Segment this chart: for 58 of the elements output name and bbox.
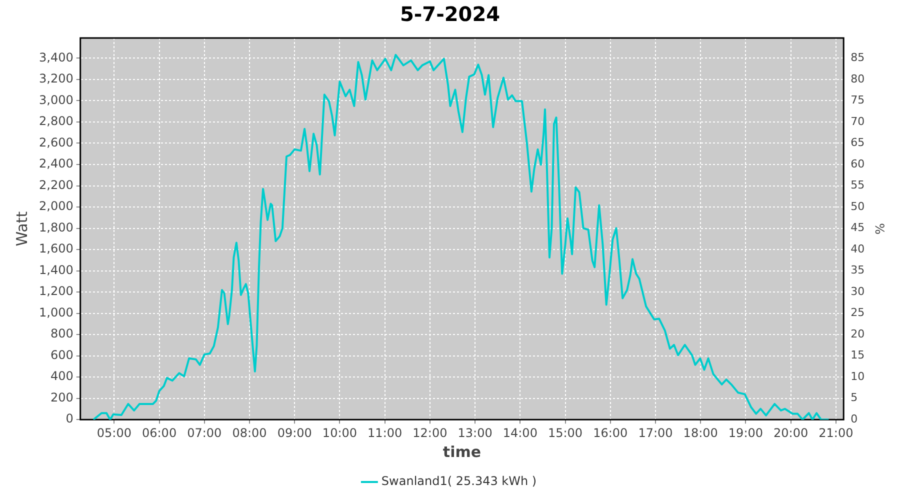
x-tick-label: 08:00 [232,426,267,440]
y-tick-label: 2,000 [38,199,74,214]
y2-tick-label: 55 [850,178,865,192]
x-tick-label: 11:00 [368,426,402,440]
y-tick-label: 1,000 [38,305,74,320]
y-tick-label: 2,200 [38,178,74,192]
x-tick-label: 17:00 [638,426,673,440]
y-tick-label: 0 [66,412,74,426]
y-tick-label: 1,800 [38,220,74,234]
y2-tick-label: 85 [850,51,865,64]
y2-tick-label: 15 [850,348,865,362]
x-tick-label: 16:00 [593,426,628,440]
x-tick-label: 07:00 [187,426,222,440]
x-tick-label: 12:00 [412,426,448,440]
x-tick-label: 20:00 [774,426,808,440]
y2-tick-label: 60 [850,157,865,170]
y2-tick-label: 30 [850,284,865,298]
x-tick-label: 14:00 [502,426,538,440]
y-tick-label: 3,000 [38,92,74,107]
y2-tick-label: 0 [850,412,858,426]
y-tick-label: 2,600 [38,135,74,150]
y-tick-label: 1,400 [38,262,74,277]
y-tick-label: 1,600 [38,242,74,256]
y2-tick-label: 25 [850,306,865,320]
y-tick-label: 800 [50,326,74,341]
y-tick-label: 400 [50,369,74,384]
y2-tick-label: 70 [850,114,865,128]
y-tick-label: 2,800 [38,114,74,128]
y-tick-label: 600 [50,348,74,362]
y-axis-title: Watt [12,211,31,246]
y2-tick-label: 40 [850,242,865,256]
y2-tick-label: 45 [850,221,865,234]
y2-axis-title: % [872,223,887,235]
y-tick-label: 2,400 [38,156,74,171]
x-tick-label: 19:00 [728,426,764,440]
x-tick-label: 05:00 [96,426,132,440]
y2-tick-label: 50 [850,200,865,213]
legend-label: Swanland1( 25.343 kWh ) [381,474,537,488]
y2-tick-label: 10 [850,370,865,383]
y2-tick-label: 5 [850,391,858,404]
y2-tick-label: 65 [850,136,865,150]
y2-tick-label: 80 [850,72,865,86]
y-tick-label: 200 [50,390,74,404]
y2-tick-label: 75 [850,94,865,107]
y-tick-label: 3,200 [38,72,74,86]
x-tick-label: 15:00 [548,426,583,440]
x-tick-label: 09:00 [277,426,312,440]
y-tick-label: 3,400 [38,50,74,64]
x-axis-title: time [442,442,482,461]
x-tick-label: 18:00 [683,426,718,440]
y-tick-label: 1,200 [38,284,74,298]
chart-title: 5-7-2024 [400,2,500,26]
x-tick-label: 06:00 [142,426,177,440]
x-tick-label: 13:00 [458,426,492,440]
x-tick-label: 21:00 [818,426,854,440]
x-tick-label: 10:00 [322,426,358,440]
y2-tick-label: 20 [850,327,865,340]
y2-tick-label: 35 [850,264,865,277]
